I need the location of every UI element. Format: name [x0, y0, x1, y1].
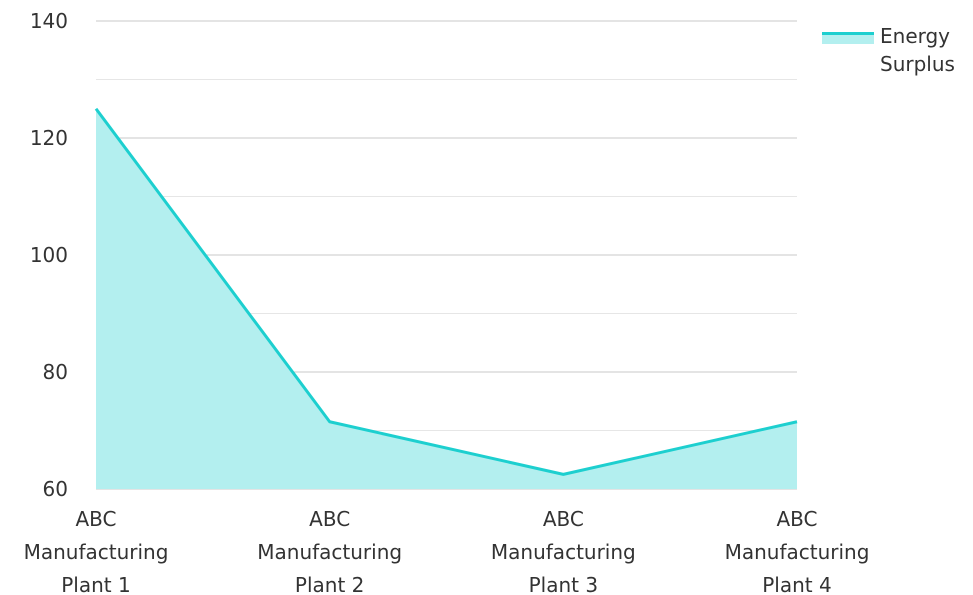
- y-tick-label: 100: [30, 243, 68, 267]
- y-tick-label: 60: [43, 477, 68, 501]
- legend-swatch: [822, 28, 874, 44]
- x-axis: ABC Manufacturing Plant 1 ABC Manufacturing P…: [24, 507, 870, 595]
- y-tick-label: 80: [43, 360, 68, 384]
- x-tick-label: ABC Manufacturing Plant 1: [24, 507, 169, 595]
- area-fill: [96, 108, 797, 489]
- legend-label: Energy Surplus: [880, 24, 955, 76]
- series-line: [94, 107, 798, 476]
- x-tick-label: ABC Manufacturing Plant 3: [491, 507, 636, 595]
- x-tick-label: ABC Manufacturing Plant 4: [725, 507, 870, 595]
- y-axis: 60 80 100 120 140: [30, 9, 68, 501]
- legend: Energy Surplus: [822, 22, 973, 78]
- x-tick-label: ABC Manufacturing Plant 2: [257, 507, 402, 595]
- y-tick-label: 120: [30, 126, 68, 150]
- plot-area: [94, 107, 798, 489]
- y-tick-label: 140: [30, 9, 68, 33]
